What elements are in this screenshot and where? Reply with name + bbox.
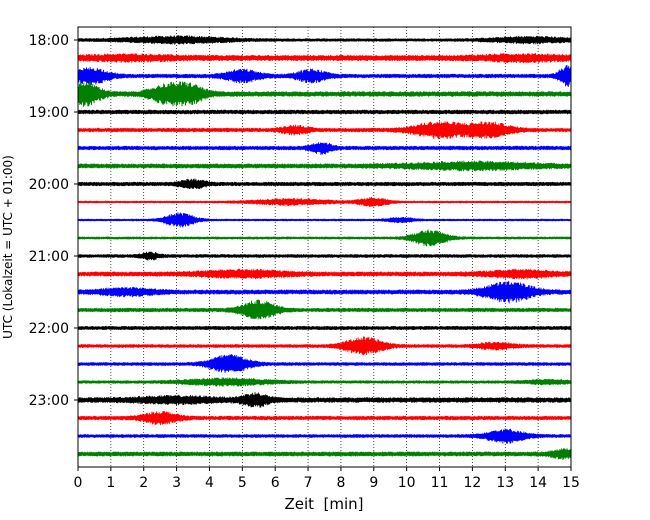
- seismic-trace: [77, 81, 572, 108]
- x-ticks: 0 1 2 3 4 5 6 7 8 9 10 11 12 13 14 15: [74, 467, 580, 491]
- x-tick-label: 2: [139, 475, 148, 491]
- seismic-trace: [77, 121, 572, 140]
- x-tick-label: 6: [271, 475, 280, 491]
- seismic-trace: [77, 336, 572, 356]
- seismic-trace: [77, 268, 572, 280]
- seismic-trace: [77, 354, 572, 374]
- seismic-trace: [77, 178, 572, 190]
- x-tick-label: 3: [172, 475, 181, 491]
- x-tick-label: 1: [106, 475, 115, 491]
- x-tick-label: 5: [238, 475, 247, 491]
- seismic-trace: [77, 196, 572, 207]
- y-ticks: 18:00 19:00 20:00 21:00 22:00 23:00: [29, 33, 78, 409]
- x-tick-label: 12: [463, 475, 481, 491]
- seismic-trace: [77, 299, 572, 320]
- x-tick-label: 4: [205, 475, 214, 491]
- seismic-trace: [77, 392, 572, 408]
- seismic-trace: [77, 448, 572, 461]
- x-tick-label: 11: [431, 475, 449, 491]
- y-tick-label: 23:00: [29, 393, 69, 409]
- seismic-trace: [77, 428, 572, 444]
- y-tick-label: 19:00: [29, 105, 69, 121]
- x-tick-label: 9: [369, 475, 378, 491]
- seismic-trace: [77, 212, 572, 228]
- y-tick-label: 20:00: [29, 177, 69, 193]
- x-tick-label: 10: [398, 475, 416, 491]
- plot-frame: [77, 26, 572, 468]
- seismic-trace: [77, 160, 572, 172]
- seismic-traces: [77, 35, 572, 461]
- seismic-trace: [77, 142, 572, 156]
- x-tick-label: 14: [529, 475, 547, 491]
- x-tick-label: 8: [336, 475, 345, 491]
- y-axis-label: UTC (Lokalzeit = UTC + 01:00): [1, 155, 15, 339]
- seismic-trace: [77, 325, 572, 331]
- grid-lines: [110, 27, 539, 467]
- x-tick-label: 13: [496, 475, 514, 491]
- x-tick-label: 0: [74, 475, 83, 491]
- seismic-trace: [77, 109, 572, 115]
- seismic-trace: [77, 35, 572, 45]
- x-tick-label: 15: [562, 475, 580, 491]
- seismic-trace: [77, 251, 572, 261]
- x-axis-label: Zeit [min]: [284, 495, 363, 513]
- y-tick-label: 22:00: [29, 321, 69, 337]
- x-tick-label: 7: [304, 475, 313, 491]
- seismic-trace: [77, 229, 572, 247]
- y-tick-label: 18:00: [29, 33, 69, 49]
- seismic-trace: [77, 410, 572, 426]
- seismic-trace: [77, 377, 572, 387]
- y-tick-label: 21:00: [29, 249, 69, 265]
- seismic-trace: [77, 64, 572, 88]
- seismic-trace: [77, 52, 572, 64]
- seismic-trace: [77, 280, 572, 304]
